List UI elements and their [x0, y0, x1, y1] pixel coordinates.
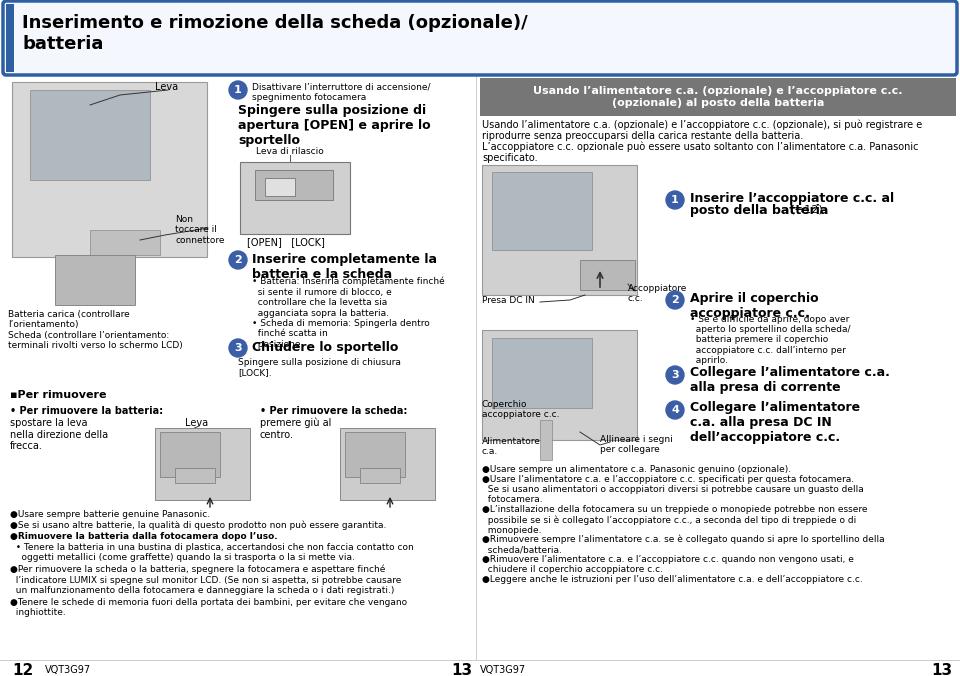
- Bar: [480, 78, 956, 116]
- Bar: [155, 428, 250, 500]
- Text: ●Per rimuovere la scheda o la batteria, spegnere la fotocamera e aspettare finch: ●Per rimuovere la scheda o la batteria, …: [10, 565, 401, 596]
- Text: Collegare l’alimentatore c.a.
alla presa di corrente: Collegare l’alimentatore c.a. alla presa…: [690, 366, 890, 394]
- Bar: [492, 338, 592, 408]
- Text: ●Rimuovere la batteria dalla fotocamera dopo l’uso.: ●Rimuovere la batteria dalla fotocamera …: [10, 532, 277, 541]
- Text: Coperchio
accoppiatore c.c.: Coperchio accoppiatore c.c.: [482, 400, 560, 419]
- Text: [OPEN]   [LOCK]: [OPEN] [LOCK]: [247, 237, 324, 247]
- Bar: [6, 4, 14, 72]
- Text: Usando l’alimentatore c.a. (opzionale) e l’accoppiatore c.c. (opzionale), si può: Usando l’alimentatore c.a. (opzionale) e…: [482, 120, 923, 130]
- Text: • Se è difficile da aprire, dopo aver
  aperto lo sportellino della scheda/
  ba: • Se è difficile da aprire, dopo aver ap…: [690, 314, 851, 365]
- Text: specificato.: specificato.: [482, 153, 538, 163]
- Text: Spingere sulla posizione di chiusura
[LOCK].: Spingere sulla posizione di chiusura [LO…: [238, 358, 401, 377]
- Text: premere giù al
centro.: premere giù al centro.: [260, 418, 331, 440]
- Circle shape: [229, 81, 247, 99]
- Text: Allineare i segni
per collegare: Allineare i segni per collegare: [600, 435, 673, 454]
- Text: ●Leggere anche le istruzioni per l’uso dell’alimentatore c.a. e dell’accoppiator: ●Leggere anche le istruzioni per l’uso d…: [482, 575, 863, 584]
- Text: ●Tenere le schede di memoria fuori della portata dei bambini, per evitare che ve: ●Tenere le schede di memoria fuori della…: [10, 598, 407, 617]
- Text: • Per rimuovere la batteria:: • Per rimuovere la batteria:: [10, 406, 163, 416]
- Text: Inserire completamente la
batteria e la scheda: Inserire completamente la batteria e la …: [252, 253, 437, 281]
- Text: 3: 3: [671, 370, 679, 380]
- Text: Alimentatore
c.a.: Alimentatore c.a.: [482, 437, 540, 456]
- Bar: [360, 468, 400, 483]
- Text: • Per rimuovere la scheda:: • Per rimuovere la scheda:: [260, 406, 407, 416]
- Text: L’accoppiatore c.c. opzionale può essere usato soltanto con l’alimentatore c.a. : L’accoppiatore c.c. opzionale può essere…: [482, 142, 919, 153]
- Circle shape: [229, 251, 247, 269]
- Text: 2: 2: [234, 255, 242, 265]
- Text: Accoppiatore
c.c.: Accoppiatore c.c.: [628, 284, 687, 304]
- Text: Batteria carica (controllare
l’orientamento)
Scheda (controllare l’orientamento:: Batteria carica (controllare l’orientame…: [8, 310, 182, 350]
- Bar: [255, 170, 333, 200]
- Text: Inserire l’accoppiatore c.c. al: Inserire l’accoppiatore c.c. al: [690, 192, 894, 205]
- Text: riprodurre senza preoccuparsi della carica restante della batteria.: riprodurre senza preoccuparsi della cari…: [482, 131, 804, 141]
- Text: Inserimento e rimozione della scheda (opzionale)/: Inserimento e rimozione della scheda (op…: [22, 14, 528, 32]
- Circle shape: [666, 191, 684, 209]
- Text: Chiudere lo sportello: Chiudere lo sportello: [252, 341, 398, 354]
- Text: ●Se si usano altre batterie, la qualità di questo prodotto non può essere garant: ●Se si usano altre batterie, la qualità …: [10, 521, 386, 531]
- Text: • Tenere la batteria in una bustina di plastica, accertandosi che non faccia con: • Tenere la batteria in una bustina di p…: [10, 543, 414, 562]
- Text: Leva: Leva: [155, 82, 179, 92]
- Text: Non
toccare il
connettore: Non toccare il connettore: [175, 215, 225, 245]
- Text: ●Rimuovere sempre l’alimentatore c.a. se è collegato quando si apre lo sportelli: ●Rimuovere sempre l’alimentatore c.a. se…: [482, 535, 884, 555]
- Circle shape: [229, 339, 247, 357]
- Bar: [482, 165, 637, 295]
- Bar: [345, 432, 405, 477]
- Text: 13: 13: [931, 663, 952, 676]
- Text: spostare la leva
nella direzione della
frecca.: spostare la leva nella direzione della f…: [10, 418, 108, 451]
- Text: Spingere sulla posizione di
apertura [OPEN] e aprire lo
sportello: Spingere sulla posizione di apertura [OP…: [238, 104, 431, 147]
- Bar: [482, 330, 637, 440]
- Text: 2: 2: [671, 295, 679, 305]
- Text: Aprire il coperchio
accoppiatore c.c.: Aprire il coperchio accoppiatore c.c.: [690, 292, 819, 320]
- Text: 13: 13: [451, 663, 472, 676]
- Text: batteria: batteria: [22, 35, 104, 53]
- Circle shape: [666, 401, 684, 419]
- Text: Collegare l’alimentatore
c.a. alla presa DC IN
dell’accoppiatore c.c.: Collegare l’alimentatore c.a. alla presa…: [690, 401, 860, 444]
- Text: Disattivare l’interruttore di accensione/
spegnimento fotocamera: Disattivare l’interruttore di accensione…: [252, 83, 430, 102]
- Bar: [30, 90, 150, 180]
- Text: ●Usare sempre batterie genuine Panasonic.: ●Usare sempre batterie genuine Panasonic…: [10, 510, 210, 519]
- FancyBboxPatch shape: [3, 1, 957, 75]
- Text: VQT3G97: VQT3G97: [45, 665, 91, 675]
- Text: ●Usare sempre un alimentatore c.a. Panasonic genuino (opzionale).: ●Usare sempre un alimentatore c.a. Panas…: [482, 465, 791, 474]
- Text: ●Usare l’alimentatore c.a. e l’accoppiatore c.c. specificati per questa fotocame: ●Usare l’alimentatore c.a. e l’accoppiat…: [482, 475, 854, 484]
- Bar: [340, 428, 435, 500]
- Text: 4: 4: [671, 405, 679, 415]
- Text: Se si usano alimentatori o accoppiatori diversi si potrebbe causare un guasto de: Se si usano alimentatori o accoppiatori …: [482, 485, 864, 504]
- Text: Presa DC IN: Presa DC IN: [482, 296, 535, 305]
- Bar: [240, 162, 350, 234]
- Bar: [55, 255, 135, 305]
- Circle shape: [666, 291, 684, 309]
- Text: 1: 1: [234, 85, 242, 95]
- Text: 1: 1: [671, 195, 679, 205]
- Text: 3: 3: [234, 343, 242, 353]
- Text: Leva di rilascio: Leva di rilascio: [256, 147, 324, 156]
- Bar: [90, 230, 160, 255]
- Text: ▪Per rimuovere: ▪Per rimuovere: [10, 390, 107, 400]
- Bar: [160, 432, 220, 477]
- Text: posto della batteria: posto della batteria: [690, 204, 828, 217]
- Text: • Batteria: Inserirla completamente finché
  si sente il rumore di blocco, e
  c: • Batteria: Inserirla completamente finc…: [252, 277, 444, 349]
- Text: ●L’installazione della fotocamera su un treppiede o monopiede potrebbe non esser: ●L’installazione della fotocamera su un …: [482, 505, 868, 535]
- Text: Usando l’alimentatore c.a. (opzionale) e l’accoppiatore c.c.
(opzionale) al post: Usando l’alimentatore c.a. (opzionale) e…: [533, 87, 902, 107]
- Bar: [175, 468, 215, 483]
- Bar: [540, 420, 552, 460]
- Bar: [492, 172, 592, 250]
- Circle shape: [666, 366, 684, 384]
- Text: (→12): (→12): [787, 204, 823, 214]
- Bar: [12, 82, 207, 257]
- Text: VQT3G97: VQT3G97: [480, 665, 526, 675]
- Bar: [580, 260, 635, 290]
- Text: ●Rimuovere l’alimentatore c.a. e l’accoppiatore c.c. quando non vengono usati, e: ●Rimuovere l’alimentatore c.a. e l’accop…: [482, 555, 853, 575]
- Text: 12: 12: [12, 663, 34, 676]
- Text: Leva: Leva: [185, 418, 208, 428]
- Bar: [265, 178, 295, 196]
